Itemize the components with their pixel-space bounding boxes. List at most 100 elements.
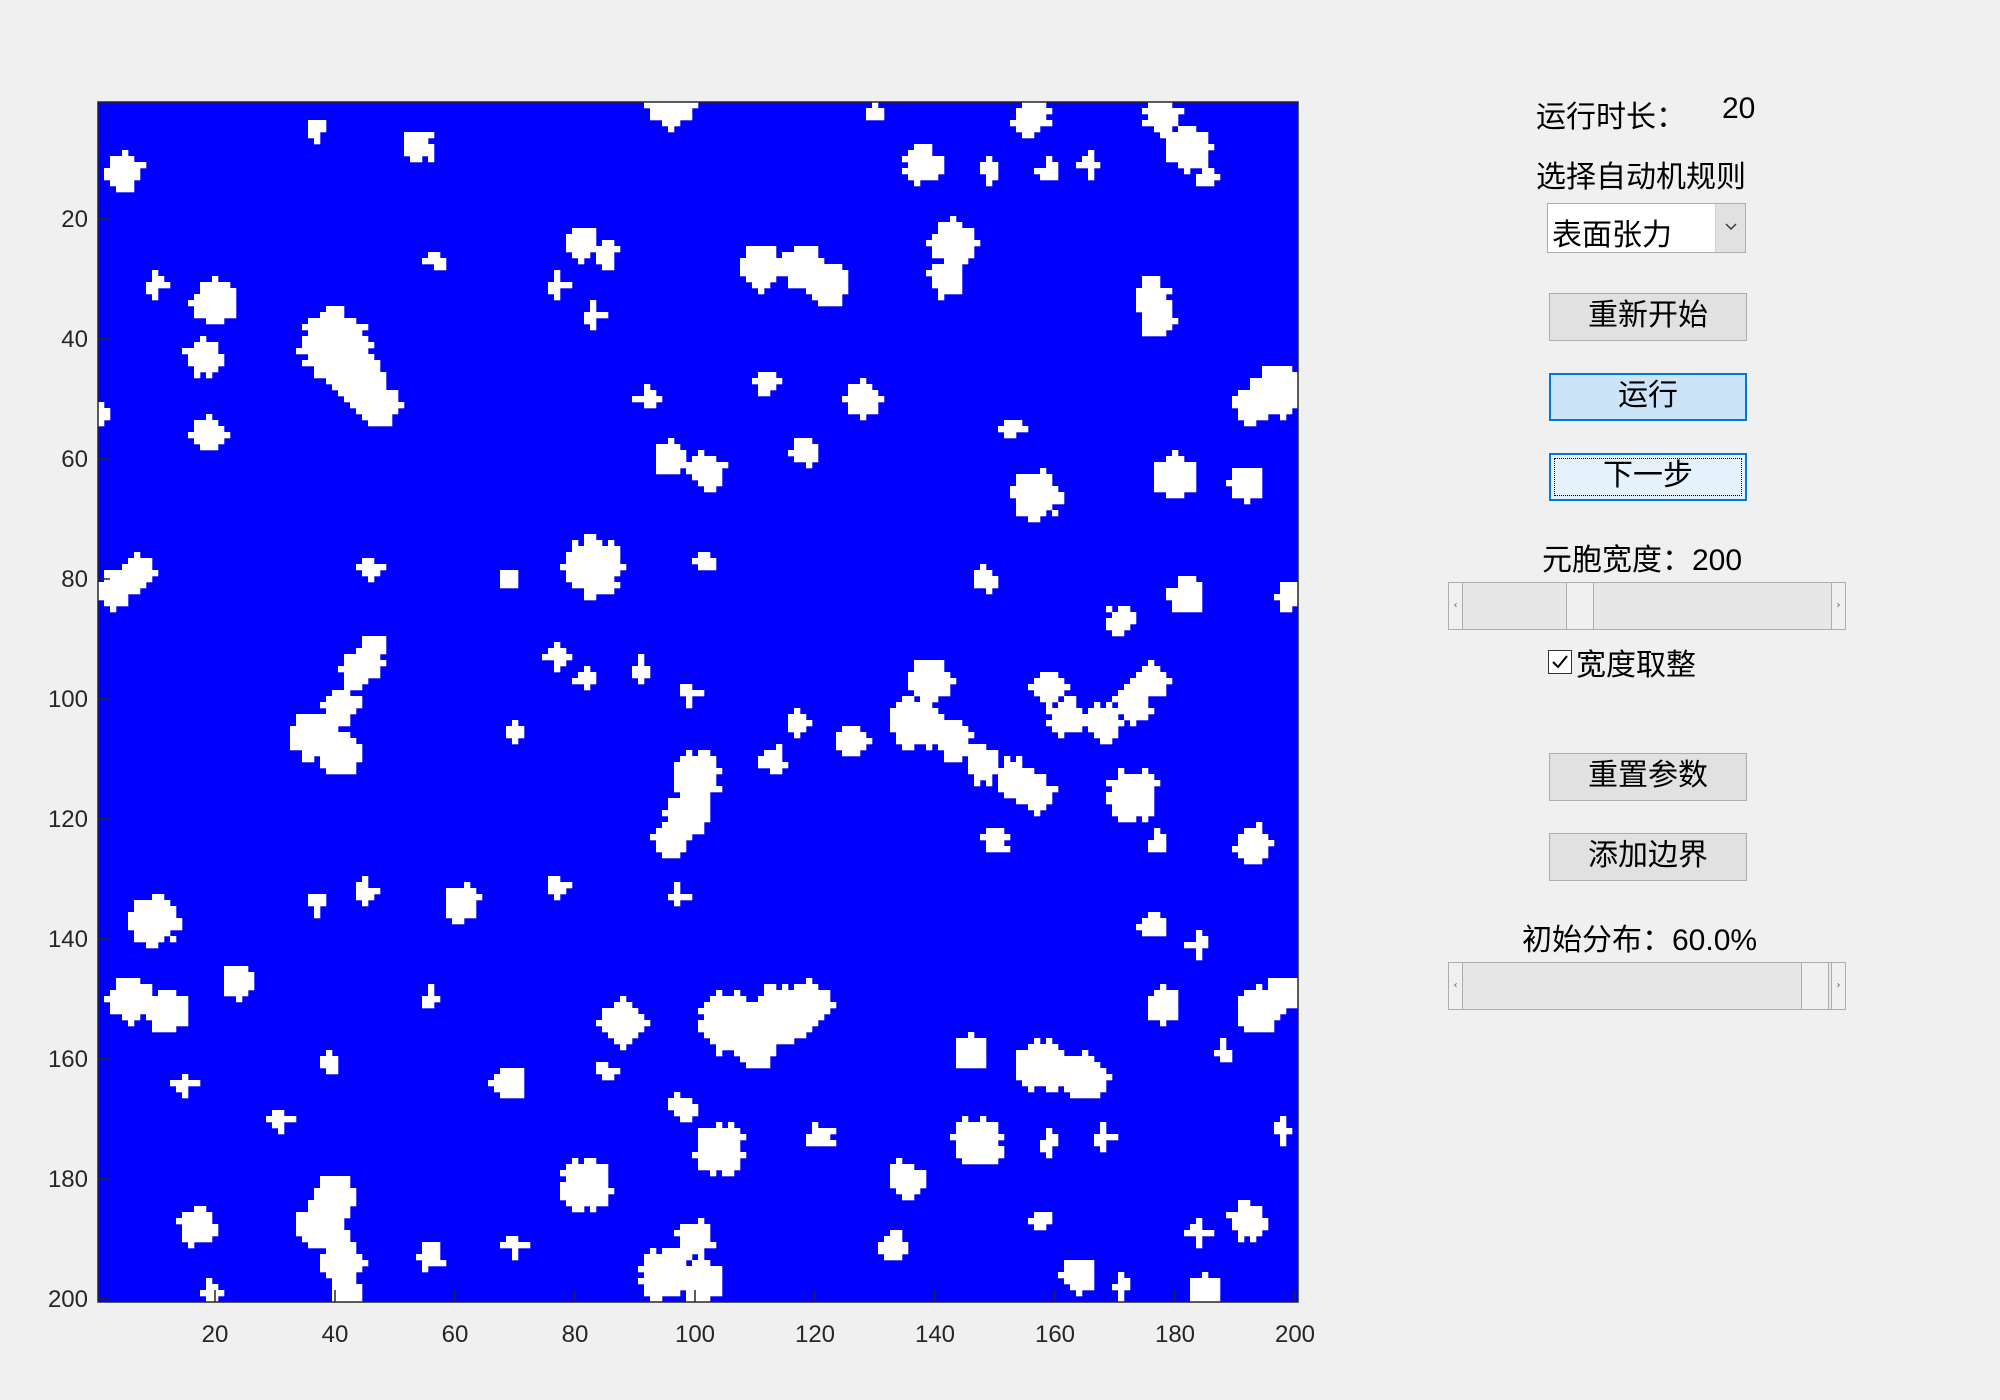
live-cell (368, 420, 393, 427)
live-cell (1142, 282, 1161, 289)
live-cell (566, 1200, 609, 1207)
live-cell (500, 570, 519, 577)
live-cell (782, 252, 819, 259)
live-cell (362, 876, 369, 883)
live-cell (1148, 846, 1167, 853)
live-cell (668, 804, 711, 811)
live-cell (1166, 144, 1215, 151)
live-cell (1094, 1140, 1107, 1147)
live-cell (272, 1110, 285, 1117)
live-cell (788, 450, 819, 457)
live-cell (1238, 1236, 1245, 1243)
live-cell (512, 1254, 519, 1261)
live-cell (296, 348, 369, 355)
live-cell (998, 786, 1059, 793)
live-cell (764, 984, 777, 991)
live-cell (1052, 714, 1119, 721)
live-cell (1112, 696, 1149, 703)
live-cell (836, 744, 867, 751)
round-width-checkbox[interactable]: 宽度取整 (1548, 640, 1696, 684)
live-cell (1088, 174, 1095, 181)
rule-select-dropdown[interactable]: 表面张力 (1547, 203, 1746, 253)
initial-distribution-label-text: 初始分布： (1522, 923, 1672, 958)
live-cell (680, 690, 705, 697)
live-cell (1160, 132, 1209, 139)
live-cell (1094, 732, 1119, 739)
slider-left-arrow-icon[interactable]: ‹ (1449, 963, 1463, 1009)
initial-distribution-slider-thumb[interactable] (1801, 963, 1829, 1009)
live-cell (404, 144, 435, 151)
live-cell (1226, 480, 1263, 487)
slider-left-arrow-icon[interactable]: ‹ (1449, 583, 1463, 629)
cell-width-slider-thumb[interactable] (1566, 583, 1594, 629)
live-cell (98, 594, 129, 601)
live-cell (1010, 486, 1059, 493)
live-cell (308, 132, 321, 139)
live-cell (1046, 720, 1125, 727)
live-cell (1238, 408, 1293, 415)
cell-width-value: 200 (1692, 544, 1743, 577)
live-cell (188, 1242, 195, 1249)
slider-right-arrow-icon[interactable]: › (1831, 583, 1845, 629)
live-cell (1274, 594, 1299, 601)
cell-width-slider[interactable]: ‹ › (1448, 582, 1846, 630)
live-cell (674, 780, 717, 787)
next-step-button[interactable]: 下一步 (1549, 453, 1747, 501)
live-cell (320, 1182, 351, 1189)
live-cell (674, 1110, 699, 1117)
live-cell (182, 1212, 213, 1219)
live-cell (182, 1092, 189, 1099)
live-cell (602, 240, 615, 247)
live-cell (1232, 1218, 1269, 1225)
live-cell (1046, 1038, 1053, 1045)
run-button[interactable]: 运行 (1549, 373, 1747, 421)
initial-distribution-slider[interactable]: ‹ › (1448, 962, 1846, 1010)
live-cell (206, 1284, 219, 1291)
live-cell (1256, 984, 1263, 991)
live-cell (968, 756, 999, 763)
live-cell (428, 984, 435, 991)
next-step-label: 下一步 (1603, 458, 1693, 493)
live-cell (404, 138, 429, 145)
live-cell (698, 480, 723, 487)
live-cell (656, 456, 687, 463)
live-cell (980, 162, 999, 169)
live-cell (326, 1050, 333, 1057)
live-cell (512, 720, 519, 727)
live-cell (152, 270, 159, 277)
live-cell (1142, 918, 1167, 925)
live-cell (674, 786, 723, 793)
slider-right-arrow-icon[interactable]: › (1831, 963, 1845, 1009)
restart-button[interactable]: 重新开始 (1549, 293, 1747, 341)
live-cell (1136, 672, 1167, 679)
live-cell (224, 978, 255, 985)
checkbox-checked-icon[interactable] (1548, 650, 1572, 674)
live-cell (1190, 1224, 1203, 1231)
live-cell (986, 780, 993, 787)
live-cell (548, 888, 567, 895)
live-cell (1082, 156, 1095, 163)
live-cell (302, 360, 381, 367)
live-cell (956, 1038, 987, 1045)
live-cell (1160, 1020, 1167, 1027)
live-cell (734, 990, 741, 997)
live-cell (1244, 1026, 1275, 1033)
live-cell (1196, 936, 1209, 943)
live-cell (932, 252, 975, 259)
live-cell (1202, 168, 1215, 175)
live-cell (1166, 588, 1203, 595)
live-cell (1232, 492, 1263, 499)
live-cell (446, 888, 477, 895)
live-cell (776, 744, 783, 751)
live-cell (590, 306, 597, 313)
live-cell (986, 846, 1011, 853)
live-cell (842, 750, 861, 757)
chevron-down-icon[interactable] (1715, 204, 1745, 252)
live-cell (1232, 396, 1299, 403)
live-cell (662, 852, 681, 859)
live-cell (1112, 630, 1125, 637)
live-cell (650, 834, 693, 841)
add-boundary-button[interactable]: 添加边界 (1549, 833, 1747, 881)
reset-params-button[interactable]: 重置参数 (1549, 753, 1747, 801)
y-tick-label: 180 (48, 1166, 88, 1193)
